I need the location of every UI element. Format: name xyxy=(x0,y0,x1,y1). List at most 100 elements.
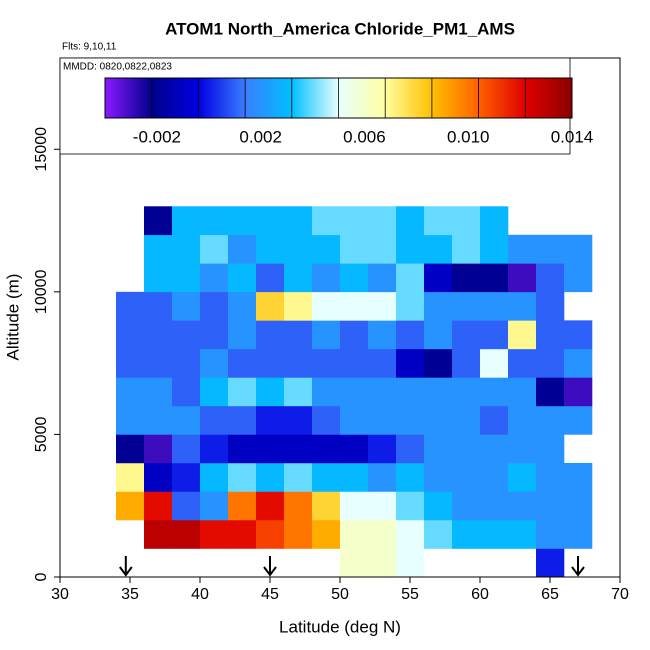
heat-cell xyxy=(144,206,173,236)
heat-cell xyxy=(452,320,481,350)
heat-cell xyxy=(284,434,313,464)
heat-cell xyxy=(564,377,593,407)
heat-cell xyxy=(536,462,565,492)
heat-cell xyxy=(228,263,257,293)
heat-cell xyxy=(396,263,425,293)
heat-cell xyxy=(452,206,481,236)
heat-cell xyxy=(564,462,593,492)
x-tick-label: 45 xyxy=(261,586,279,603)
heat-cell xyxy=(312,263,341,293)
heat-cell xyxy=(200,291,229,321)
heat-cell xyxy=(536,234,565,264)
heat-cell xyxy=(256,462,285,492)
heat-cell xyxy=(312,377,341,407)
heat-cell xyxy=(424,291,453,321)
heat-cell xyxy=(144,348,173,378)
flight-arrow xyxy=(119,556,133,577)
heat-cell xyxy=(144,234,173,264)
y-tick-label: 0 xyxy=(33,572,50,581)
x-tick-label: 30 xyxy=(51,586,69,603)
heat-cell xyxy=(564,491,593,521)
y-tick-label: 10000 xyxy=(33,269,50,314)
heat-cell xyxy=(508,491,537,521)
heat-cell xyxy=(368,462,397,492)
heat-cell xyxy=(536,263,565,293)
heat-cell xyxy=(480,434,509,464)
heat-cell xyxy=(424,348,453,378)
heat-cell xyxy=(228,206,257,236)
heat-cell xyxy=(368,206,397,236)
heat-cell xyxy=(424,405,453,435)
heat-cell xyxy=(396,348,425,378)
heat-cell xyxy=(368,263,397,293)
heat-cell xyxy=(200,234,229,264)
heat-cell xyxy=(284,377,313,407)
heat-cell xyxy=(340,234,369,264)
heat-cell xyxy=(256,405,285,435)
heat-cell xyxy=(536,548,565,578)
heat-cell xyxy=(144,377,173,407)
heat-cell xyxy=(424,206,453,236)
heat-cell xyxy=(172,206,201,236)
heat-cell xyxy=(508,291,537,321)
heat-cell xyxy=(452,377,481,407)
heat-cell xyxy=(452,234,481,264)
heat-cell xyxy=(340,462,369,492)
y-tick-label: 5000 xyxy=(33,417,50,453)
heat-cell xyxy=(480,263,509,293)
heat-cell xyxy=(508,434,537,464)
heat-cell xyxy=(536,291,565,321)
heat-cell xyxy=(340,320,369,350)
heat-cell xyxy=(508,462,537,492)
heat-cell xyxy=(340,263,369,293)
heat-cell xyxy=(200,263,229,293)
heat-cell xyxy=(564,263,593,293)
heat-cell xyxy=(200,491,229,521)
heat-cell xyxy=(340,377,369,407)
heat-cell xyxy=(172,263,201,293)
heat-cell xyxy=(480,206,509,236)
heat-cell xyxy=(256,519,285,549)
heat-cell xyxy=(284,234,313,264)
heat-cell xyxy=(480,291,509,321)
flight-arrow xyxy=(263,556,277,577)
heat-cell xyxy=(480,234,509,264)
heat-cell xyxy=(508,519,537,549)
x-tick-label: 60 xyxy=(471,586,489,603)
heat-cell xyxy=(256,291,285,321)
heat-cell xyxy=(480,462,509,492)
heat-cell xyxy=(480,348,509,378)
heat-cell xyxy=(200,348,229,378)
heat-cell xyxy=(172,234,201,264)
heat-cell xyxy=(256,263,285,293)
heat-cell xyxy=(312,320,341,350)
heat-cell xyxy=(396,377,425,407)
heat-cell xyxy=(284,405,313,435)
heat-cell xyxy=(228,348,257,378)
heat-cell xyxy=(340,405,369,435)
heat-cell xyxy=(480,405,509,435)
colorbar-tick-label: 0.002 xyxy=(239,127,282,146)
heat-cell xyxy=(508,234,537,264)
heat-cell xyxy=(340,348,369,378)
heat-cell xyxy=(228,234,257,264)
heat-cell xyxy=(312,348,341,378)
heat-cell xyxy=(172,434,201,464)
subtitle: Flts: 9,10,11 xyxy=(62,42,117,53)
heat-cell xyxy=(480,519,509,549)
heat-cell xyxy=(172,405,201,435)
heat-cell xyxy=(312,491,341,521)
heat-cell xyxy=(536,320,565,350)
heat-cell xyxy=(396,234,425,264)
heat-cell xyxy=(312,462,341,492)
heat-cell xyxy=(340,434,369,464)
heat-cell xyxy=(312,519,341,549)
heat-cell xyxy=(228,377,257,407)
heat-cell xyxy=(256,434,285,464)
heat-cell xyxy=(396,206,425,236)
y-tick-label: 15000 xyxy=(33,127,50,172)
heat-cell xyxy=(200,462,229,492)
heat-cell xyxy=(452,348,481,378)
heat-cell xyxy=(424,462,453,492)
flight-arrow xyxy=(571,556,585,577)
